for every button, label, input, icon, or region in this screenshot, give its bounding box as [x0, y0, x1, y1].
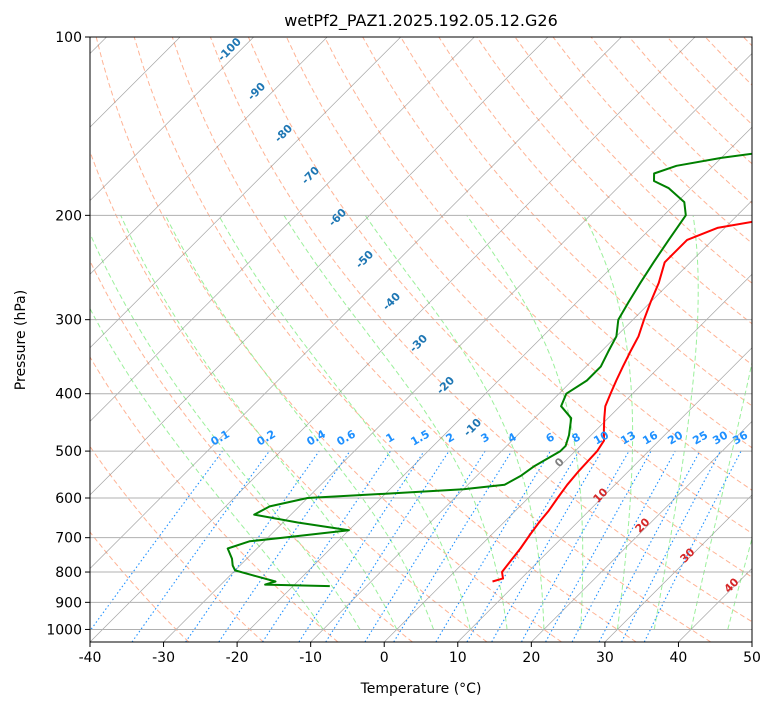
y-tick-label: 1000 — [46, 622, 82, 638]
x-tick-label: 0 — [380, 650, 389, 666]
y-tick-label: 800 — [55, 565, 82, 581]
x-tick-label: 50 — [743, 650, 761, 666]
y-tick-label: 300 — [55, 313, 82, 329]
x-tick-label: 20 — [522, 650, 540, 666]
x-axis-label: Temperature (°C) — [360, 681, 482, 697]
x-tick-label: -40 — [79, 650, 102, 666]
x-tick-label: 40 — [670, 650, 688, 666]
y-tick-label: 400 — [55, 387, 82, 403]
y-tick-label: 600 — [55, 491, 82, 507]
y-tick-label: 100 — [55, 30, 82, 46]
y-tick-label: 500 — [55, 444, 82, 460]
chart-title: wetPf2_PAZ1.2025.192.05.12.G26 — [284, 11, 558, 31]
x-tick-label: 30 — [596, 650, 614, 666]
x-tick-label: -20 — [226, 650, 249, 666]
x-tick-label: -10 — [299, 650, 322, 666]
y-tick-label: 900 — [55, 595, 82, 611]
y-axis-label: Pressure (hPa) — [13, 290, 29, 390]
x-tick-label: -30 — [152, 650, 175, 666]
y-tick-label: 700 — [55, 531, 82, 547]
x-tick-label: 10 — [449, 650, 467, 666]
y-tick-label: 200 — [55, 208, 82, 224]
